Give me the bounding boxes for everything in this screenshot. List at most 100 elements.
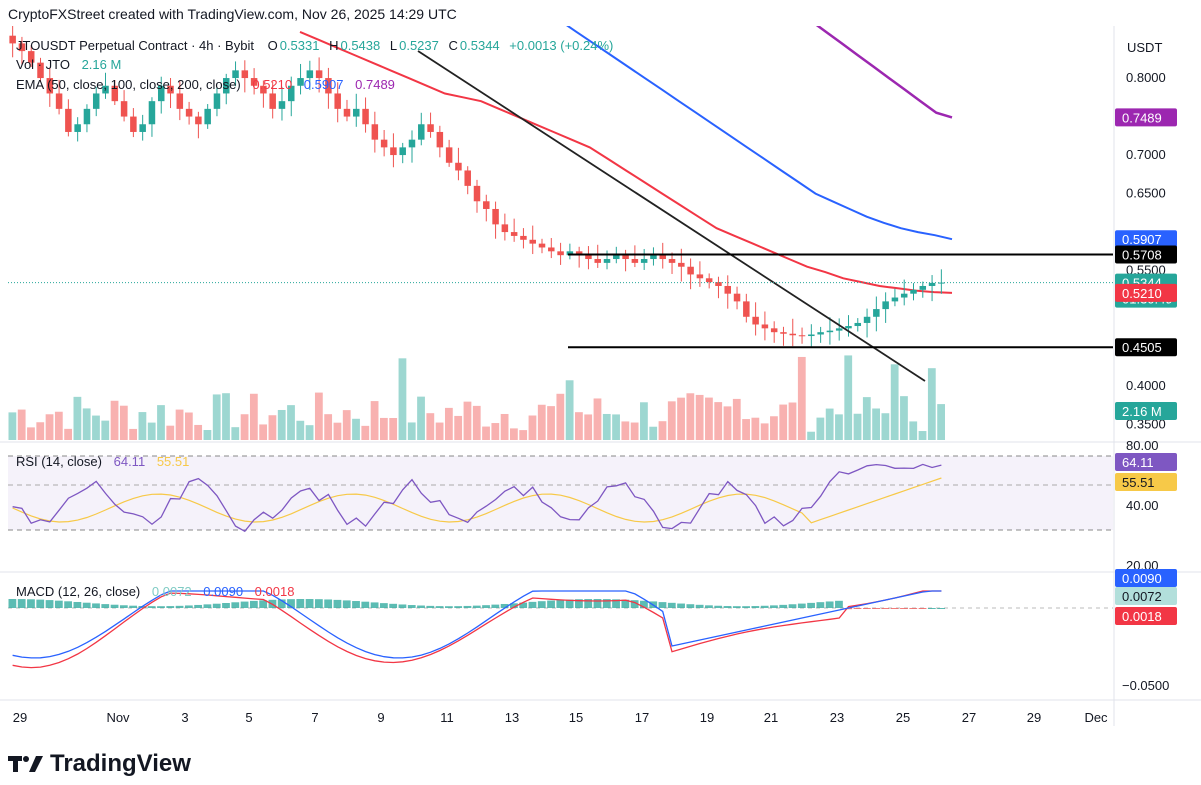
- macd-histogram-bar: [296, 599, 305, 608]
- candle-body: [102, 85, 109, 94]
- volume-bar: [389, 417, 398, 440]
- macd-tag: [1115, 587, 1177, 605]
- time-tick-label: 23: [830, 710, 844, 725]
- candle-body: [548, 247, 555, 252]
- macd-histogram-bar: [175, 605, 184, 608]
- time-tick-label: 29: [13, 710, 27, 725]
- volume-bar: [723, 406, 732, 440]
- macd-histogram-bar: [379, 603, 388, 608]
- candle-body: [928, 282, 936, 286]
- macd-tag-label: 0.0090: [1122, 571, 1162, 586]
- tradingview-logo-icon: [8, 756, 43, 772]
- macd-histogram-bar: [342, 600, 351, 608]
- macd-histogram-bar: [909, 608, 918, 609]
- volume-bar: [556, 393, 565, 440]
- candle-body: [260, 85, 267, 94]
- volume-bar: [853, 413, 862, 440]
- candle-body: [817, 332, 824, 335]
- volume-bar: [491, 423, 500, 440]
- volume-bar: [788, 402, 797, 440]
- candle-body: [854, 322, 862, 327]
- candle-body: [492, 208, 499, 225]
- candle-body: [436, 131, 444, 148]
- macd-histogram-bar: [528, 601, 537, 608]
- macd-histogram-bar: [472, 605, 481, 608]
- volume-bar: [138, 412, 147, 440]
- macd-label[interactable]: MACD (12, 26, close): [16, 584, 141, 599]
- macd-histogram-bar: [927, 608, 936, 609]
- candle-body: [501, 224, 509, 233]
- macd-histogram-bar: [788, 604, 797, 608]
- macd-histogram-bar: [417, 605, 425, 608]
- rsi-legend: RSI (14, close) 64.11 55.51: [16, 454, 191, 469]
- price-tag-label: 0.5708: [1122, 248, 1162, 263]
- volume-label[interactable]: Vol · JTO: [16, 57, 70, 72]
- candle-body: [603, 259, 611, 263]
- volume-bar: [119, 405, 128, 440]
- macd-tick-label: −0.0500: [1122, 678, 1169, 693]
- macd-histogram-bar: [556, 600, 565, 608]
- macd-histogram-bar: [27, 599, 35, 608]
- macd-histogram-bar: [575, 599, 583, 608]
- volume-bar: [73, 396, 82, 440]
- macd-histogram-bar: [277, 599, 286, 608]
- rsi-ma-value: 55.51: [156, 454, 190, 469]
- ema200-value: 0.7489: [355, 77, 395, 92]
- symbol-label[interactable]: JTOUSDT Perpetual Contract · 4h · Bybit: [16, 38, 254, 53]
- volume-bar: [8, 412, 17, 440]
- volume-bar: [314, 392, 323, 440]
- volume-bar: [54, 411, 63, 440]
- candle-body: [9, 35, 16, 44]
- macd-histogram-bar: [361, 601, 370, 608]
- candle-body: [27, 51, 35, 63]
- macd-histogram-bar: [305, 599, 314, 608]
- tradingview-logo[interactable]: TradingView: [8, 750, 191, 778]
- macd-histogram-bar: [426, 605, 435, 608]
- macd-histogram-bar: [8, 599, 17, 608]
- ema-label[interactable]: EMA (50, close, 100, close, 200, close): [16, 77, 241, 92]
- candle-body: [733, 293, 741, 302]
- volume-bar: [407, 422, 416, 440]
- candle-body: [520, 235, 527, 240]
- chart-frame[interactable]: USDT 0.8000 0.7000 0.6500 0.5500 0.4000 0.3500…: [0, 0, 1201, 736]
- macd-tag: [1115, 569, 1177, 587]
- candle-body: [343, 108, 351, 117]
- time-tick-label: 13: [505, 710, 519, 725]
- macd-histogram-bar: [73, 601, 82, 608]
- volume-bar: [686, 393, 695, 440]
- volume-bar: [667, 401, 676, 440]
- volume-bar: [333, 422, 342, 440]
- candle-body: [752, 316, 759, 325]
- volume-bar: [797, 356, 806, 440]
- volume-bar: [463, 401, 472, 440]
- volume-bar: [27, 427, 35, 440]
- candle-body: [18, 43, 26, 52]
- candle-body: [464, 170, 471, 186]
- volume-bar: [612, 414, 620, 440]
- macd-histogram-bar: [584, 599, 593, 608]
- macd-histogram-bar: [287, 599, 295, 608]
- rsi-label[interactable]: RSI (14, close): [16, 454, 102, 469]
- candle-body: [269, 93, 276, 109]
- price-tag-label: 0.5210: [1122, 286, 1162, 301]
- candle-body: [743, 301, 750, 317]
- volume-bar: [361, 425, 370, 440]
- volume-bar: [305, 425, 314, 440]
- price-tag: [1115, 108, 1177, 127]
- price-tick-label: 0.8000: [1126, 70, 1166, 85]
- macd-line: [12, 590, 942, 659]
- macd-histogram-bar: [853, 608, 862, 609]
- volume-bar: [900, 396, 908, 440]
- macd-histogram-bar: [760, 605, 769, 608]
- candle-body: [594, 259, 601, 263]
- chart-svg[interactable]: USDT0.80000.70000.65000.55000.40000.3500…: [0, 0, 1201, 736]
- candle-body: [315, 70, 323, 79]
- candle-body: [900, 293, 908, 298]
- candle-body: [83, 108, 91, 125]
- volume-bar: [519, 430, 528, 440]
- ema50-value: 0.5210: [252, 77, 293, 92]
- macd-value: 0.0090: [203, 584, 244, 599]
- macd-histogram-bar: [918, 608, 927, 609]
- candle-body: [789, 333, 797, 336]
- macd-histogram-bar: [184, 605, 193, 608]
